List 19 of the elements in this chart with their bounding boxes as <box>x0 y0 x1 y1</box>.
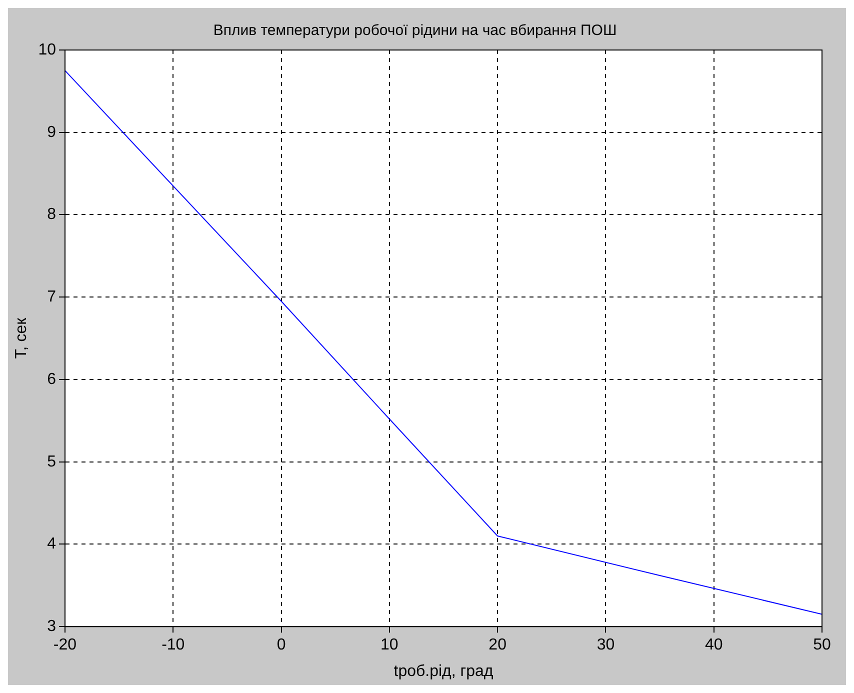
x-tick-label: 10 <box>380 636 398 654</box>
y-axis-title: T, сек <box>13 316 30 359</box>
y-tick-label: 6 <box>47 370 56 388</box>
x-tick-label: 40 <box>704 636 723 654</box>
x-tick-label: 30 <box>596 636 615 654</box>
x-axis-title: tроб.рід, град <box>394 662 494 680</box>
y-tick-label: 8 <box>47 206 56 224</box>
y-tick-label: 9 <box>47 124 56 141</box>
y-tick-label: 3 <box>47 618 56 636</box>
chart-title: Вплив температури робочої рідини на час вбирання ПОШ <box>213 22 617 40</box>
x-tick-label: 0 <box>276 636 286 654</box>
x-tick-label: 50 <box>813 636 831 654</box>
y-tick-label: 7 <box>47 288 56 306</box>
x-tick-label: -20 <box>53 636 77 654</box>
y-tick-label: 10 <box>38 41 56 58</box>
y-tick-label: 5 <box>47 453 56 470</box>
x-tick-label: 20 <box>488 636 507 654</box>
x-tick-label: -10 <box>162 636 185 654</box>
y-tick-label: 4 <box>47 536 56 553</box>
